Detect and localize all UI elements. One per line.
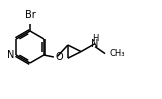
Text: N: N [7, 50, 14, 60]
Text: N: N [91, 39, 99, 49]
Text: CH₃: CH₃ [109, 49, 125, 58]
Text: O: O [56, 52, 64, 62]
Text: Br: Br [25, 10, 35, 20]
Text: H: H [92, 34, 98, 43]
